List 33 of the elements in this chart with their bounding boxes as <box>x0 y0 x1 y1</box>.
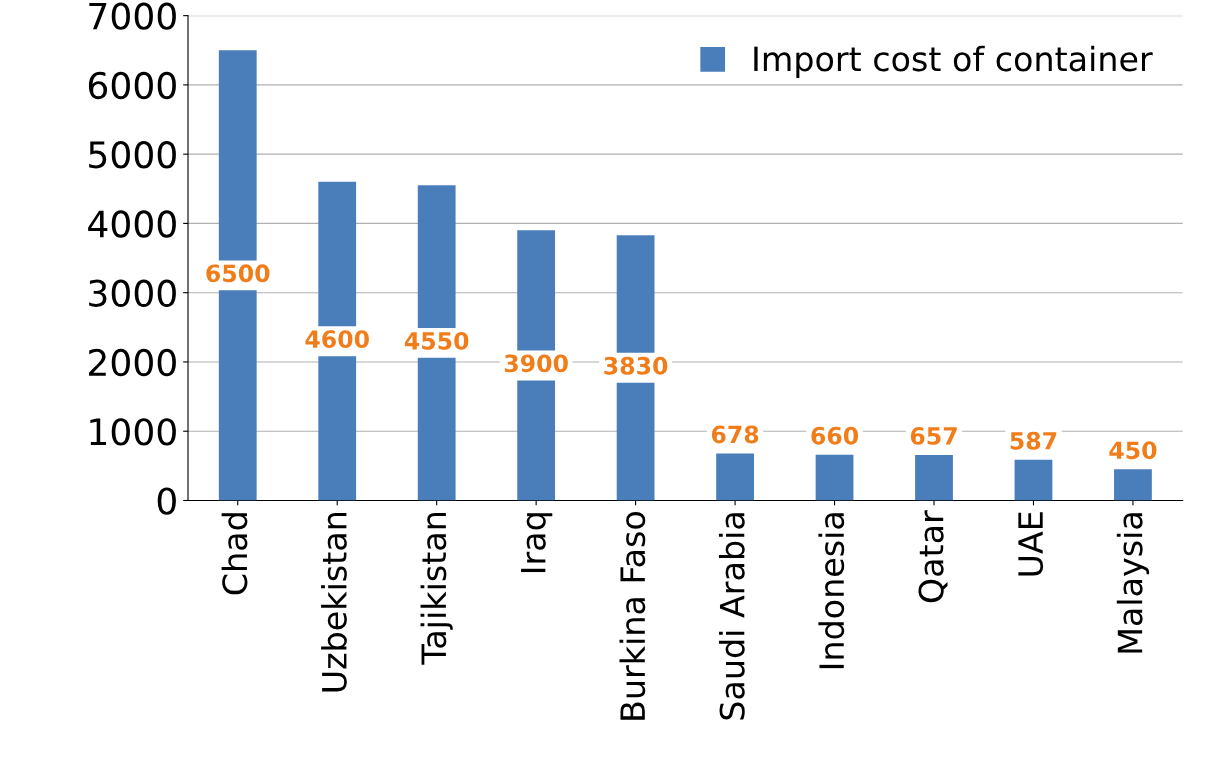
bar <box>915 454 953 501</box>
x-tick-label: Uzbekistan <box>321 513 347 692</box>
data-label: 657 <box>910 427 957 445</box>
y-tick-label: 5000 <box>89 141 176 169</box>
data-label: 450 <box>1109 441 1157 460</box>
x-tick-label: Tajikistan <box>420 513 453 665</box>
data-label: 6500 <box>206 264 270 283</box>
data-label: 3830 <box>604 356 668 375</box>
x-tick-label: Qatar <box>918 510 948 603</box>
bar <box>815 454 854 501</box>
data-label: 678 <box>711 425 759 444</box>
x-tick-label: Malaysia <box>1116 513 1150 653</box>
y-tick-label: 2000 <box>89 348 176 377</box>
legend-label: Import cost of container <box>754 45 1153 78</box>
y-tick-label: 1000 <box>90 418 176 446</box>
data-label: 660 <box>811 426 859 445</box>
data-label: 3900 <box>504 354 568 373</box>
bar <box>716 453 754 501</box>
x-tick-label: UAE <box>1018 512 1044 576</box>
x-tick-label: Burkina Faso <box>619 512 646 720</box>
x-tick-label: Iraq <box>521 513 553 573</box>
data-label: 4600 <box>305 330 369 349</box>
y-tick-label: 4000 <box>88 210 176 238</box>
bar <box>1014 459 1053 501</box>
x-tick-label: Indonesia <box>818 513 845 669</box>
y-tick-label: 7000 <box>89 2 176 30</box>
y-tick-label: 0 <box>157 487 176 515</box>
y-tick-label: 6000 <box>88 71 176 100</box>
x-tick-label: Saudi Arabia <box>718 513 745 720</box>
data-label: 4550 <box>404 331 469 350</box>
data-label: 587 <box>1010 431 1057 450</box>
y-tick-label: 3000 <box>89 279 176 307</box>
x-tick-label: Chad <box>221 513 248 595</box>
